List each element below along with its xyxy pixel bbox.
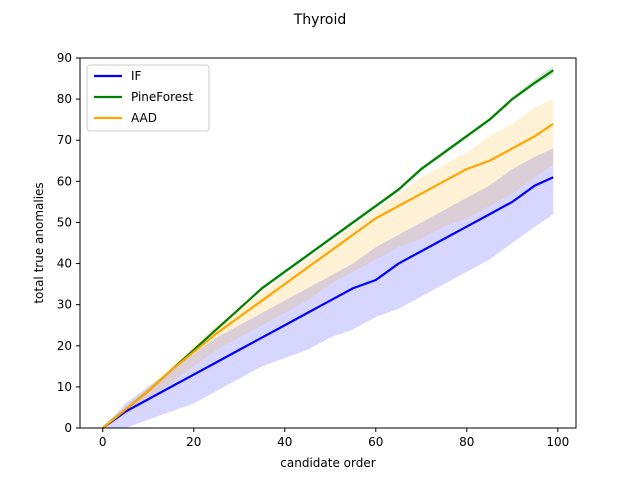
plot-area-frame xyxy=(79,57,577,429)
y-tick-label-3: 30 xyxy=(57,298,72,312)
legend: IF PineForest AAD xyxy=(86,64,210,132)
y-tick-label-6: 60 xyxy=(57,174,72,188)
legend-box xyxy=(86,64,210,132)
chart-title: Thyroid xyxy=(293,12,347,28)
band-2 xyxy=(102,99,554,428)
y-tick-label-1: 10 xyxy=(57,380,72,394)
legend-label-1: PineForest xyxy=(131,90,193,104)
y-tick-label-4: 40 xyxy=(57,257,72,271)
x-axis-label: candidate order xyxy=(280,456,375,470)
band-1 xyxy=(102,66,554,428)
y-tick-label-7: 70 xyxy=(57,133,72,147)
x-axis-ticks: 0 20 40 60 80 100 xyxy=(99,428,569,449)
y-axis-label: total true anomalies xyxy=(32,182,46,303)
y-axis-ticks: 0 10 20 30 40 50 60 70 80 90 xyxy=(57,51,80,435)
x-tick-label-5: 100 xyxy=(546,435,569,449)
legend-label-0: IF xyxy=(131,69,142,83)
confidence-bands xyxy=(102,66,554,428)
legend-label-2: AAD xyxy=(131,111,157,125)
y-tick-label-8: 80 xyxy=(57,92,72,106)
x-tick-label-4: 80 xyxy=(459,435,474,449)
series-line-0 xyxy=(102,176,554,429)
band-0 xyxy=(102,148,554,428)
series-line-2 xyxy=(102,122,554,429)
y-tick-label-9: 90 xyxy=(57,51,72,65)
x-tick-label-3: 60 xyxy=(368,435,383,449)
x-tick-label-0: 0 xyxy=(99,435,107,449)
y-tick-label-2: 20 xyxy=(57,339,72,353)
x-tick-label-1: 20 xyxy=(186,435,201,449)
x-tick-label-2: 40 xyxy=(277,435,292,449)
y-tick-label-0: 0 xyxy=(64,421,72,435)
y-tick-label-5: 50 xyxy=(57,215,72,229)
series-lines xyxy=(102,69,554,429)
